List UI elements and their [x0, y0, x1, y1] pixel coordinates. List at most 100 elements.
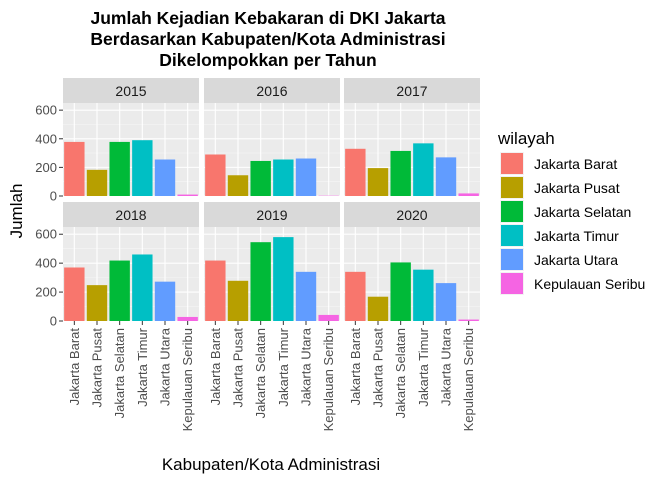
bar-2019-kepulauan-seribu: [318, 314, 339, 321]
y-axis-row-2: 0 200 400 600: [35, 227, 63, 329]
facet-strip: [204, 202, 340, 227]
legend-label: Jakarta Utara: [534, 252, 618, 268]
legend-label: Kepulauan Seribu: [534, 276, 645, 292]
x-axis-2019: Jakarta Barat Jakarta Pusat Jakarta Selata…: [208, 321, 336, 431]
facet-strip: [344, 78, 480, 103]
x-tick-label: Kepulauan Seribu: [180, 328, 195, 431]
facet-panel-2015: 2015: [63, 78, 199, 197]
legend-swatch: [501, 177, 523, 198]
chart-title-line-1: Jumlah Kejadian Kebakaran di DKI Jakarta: [91, 8, 446, 28]
bar-2019-jakarta-selatan: [250, 242, 271, 321]
chart-title: Jumlah Kejadian Kebakaran di DKI Jakarta…: [90, 8, 445, 70]
facet-panels: 2015 2016 2017 2018 2019 2020: [63, 78, 480, 322]
x-tick-label: Jakarta Selatan: [253, 328, 268, 418]
bar-2019-jakarta-utara: [295, 271, 317, 321]
panel-background: [204, 103, 340, 196]
bar-2017-jakarta-utara: [435, 157, 457, 196]
bar-2020-kepulauan-seribu: [458, 319, 479, 321]
bar-2018-jakarta-utara: [154, 281, 176, 321]
bar-2017-jakarta-selatan: [390, 150, 411, 196]
legend-item-jakarta-selatan: Jakarta Selatan: [500, 200, 631, 223]
bar-2020-jakarta-pusat: [367, 296, 389, 321]
facet-panel-2020: 2020: [344, 202, 480, 322]
facet-strip-label: 2015: [115, 83, 146, 99]
y-tick-label: 200: [35, 160, 57, 175]
bar-2017-kepulauan-seribu: [458, 193, 479, 196]
bar-2019-jakarta-barat: [205, 260, 226, 321]
legend-swatch: [501, 225, 523, 246]
panel-background: [63, 227, 199, 321]
x-axis-2020: Jakarta Barat Jakarta Pusat Jakarta Selata…: [348, 321, 476, 431]
facet-panel-2016: 2016: [204, 78, 340, 197]
x-tick-label: Jakarta Barat: [208, 328, 223, 406]
facet-strip-label: 2018: [115, 207, 146, 223]
x-tick-label: Jakarta Timur: [135, 327, 150, 406]
y-tick-label: 600: [35, 103, 57, 118]
bar-2020-jakarta-barat: [345, 271, 366, 321]
legend-swatch: [501, 249, 523, 270]
bar-2015-kepulauan-seribu: [177, 194, 198, 196]
x-tick-label: Jakarta Timur: [276, 327, 291, 406]
x-tick-label: Jakarta Timur: [416, 327, 431, 406]
y-tick-label: 200: [35, 285, 57, 300]
x-axis-2018: Jakarta Barat Jakarta Pusat Jakarta Selata…: [67, 321, 195, 431]
x-tick-label: Jakarta Selatan: [112, 328, 127, 418]
x-tick-label: Jakarta Utara: [299, 327, 314, 406]
x-tick-label: Jakarta Utara: [439, 327, 454, 406]
bar-2016-jakarta-timur: [273, 159, 294, 196]
bar-2020-jakarta-timur: [413, 269, 434, 321]
legend: wilayah Jakarta Barat Jakarta Pusat Jakart…: [497, 129, 645, 295]
legend-swatch: [501, 201, 523, 222]
x-tick-label: Jakarta Pusat: [90, 328, 105, 408]
x-tick-label: Jakarta Pusat: [231, 328, 246, 408]
facet-strip-label: 2017: [396, 83, 427, 99]
facet-strip: [63, 78, 199, 103]
facet-panel-2017: 2017: [344, 78, 480, 197]
bar-2018-jakarta-pusat: [86, 285, 108, 321]
legend-item-kepulauan-seribu: Kepulauan Seribu: [500, 272, 645, 295]
panel-background: [344, 103, 480, 196]
chart-title-line-3: Dikelompokkan per Tahun: [159, 50, 377, 70]
bar-2019-jakarta-pusat: [227, 280, 249, 321]
bar-2015-jakarta-utara: [154, 159, 176, 196]
bar-2018-jakarta-timur: [132, 254, 153, 321]
x-tick-label: Jakarta Selatan: [393, 328, 408, 418]
panel-background: [63, 103, 199, 196]
y-axis-title: Jumlah: [7, 184, 26, 239]
legend-label: Jakarta Timur: [534, 228, 619, 244]
bar-2017-jakarta-pusat: [367, 168, 389, 196]
bar-2015-jakarta-barat: [64, 141, 85, 196]
facet-panel-2018: 2018: [63, 202, 199, 322]
bar-2018-jakarta-barat: [64, 267, 85, 321]
facet-strip-label: 2020: [396, 207, 427, 223]
x-tick-label: Jakarta Pusat: [371, 328, 386, 408]
bar-2015-jakarta-selatan: [109, 141, 130, 196]
legend-label: Jakarta Selatan: [534, 204, 631, 220]
bar-2019-jakarta-timur: [273, 237, 294, 321]
bar-2015-jakarta-timur: [132, 140, 153, 196]
bar-2018-kepulauan-seribu: [177, 316, 198, 321]
legend-item-jakarta-barat: Jakarta Barat: [500, 152, 617, 175]
x-tick-label: Jakarta Barat: [348, 328, 363, 406]
facet-strip-label: 2016: [256, 83, 287, 99]
x-tick-label: Jakarta Utara: [158, 327, 173, 406]
bar-2020-jakarta-utara: [435, 283, 457, 321]
bar-2016-jakarta-selatan: [250, 160, 271, 196]
x-axes: Jakarta Barat Jakarta Pusat Jakarta Selata…: [67, 321, 476, 431]
panel-background: [344, 227, 480, 321]
bar-2018-jakarta-selatan: [109, 260, 130, 321]
legend-item-jakarta-timur: Jakarta Timur: [500, 224, 619, 247]
legend-title: wilayah: [497, 129, 555, 148]
bar-2020-jakarta-selatan: [390, 262, 411, 321]
facet-strip-label: 2019: [256, 207, 287, 223]
legend-label: Jakarta Pusat: [534, 180, 620, 196]
y-tick-label: 400: [35, 131, 57, 146]
legend-swatch: [501, 273, 523, 294]
x-tick-label: Kepulauan Seribu: [461, 328, 476, 431]
panel-background: [204, 227, 340, 321]
bar-2015-jakarta-pusat: [86, 169, 108, 196]
legend-label: Jakarta Barat: [534, 156, 617, 172]
facet-strip: [204, 78, 340, 103]
legend-swatch: [501, 153, 523, 174]
